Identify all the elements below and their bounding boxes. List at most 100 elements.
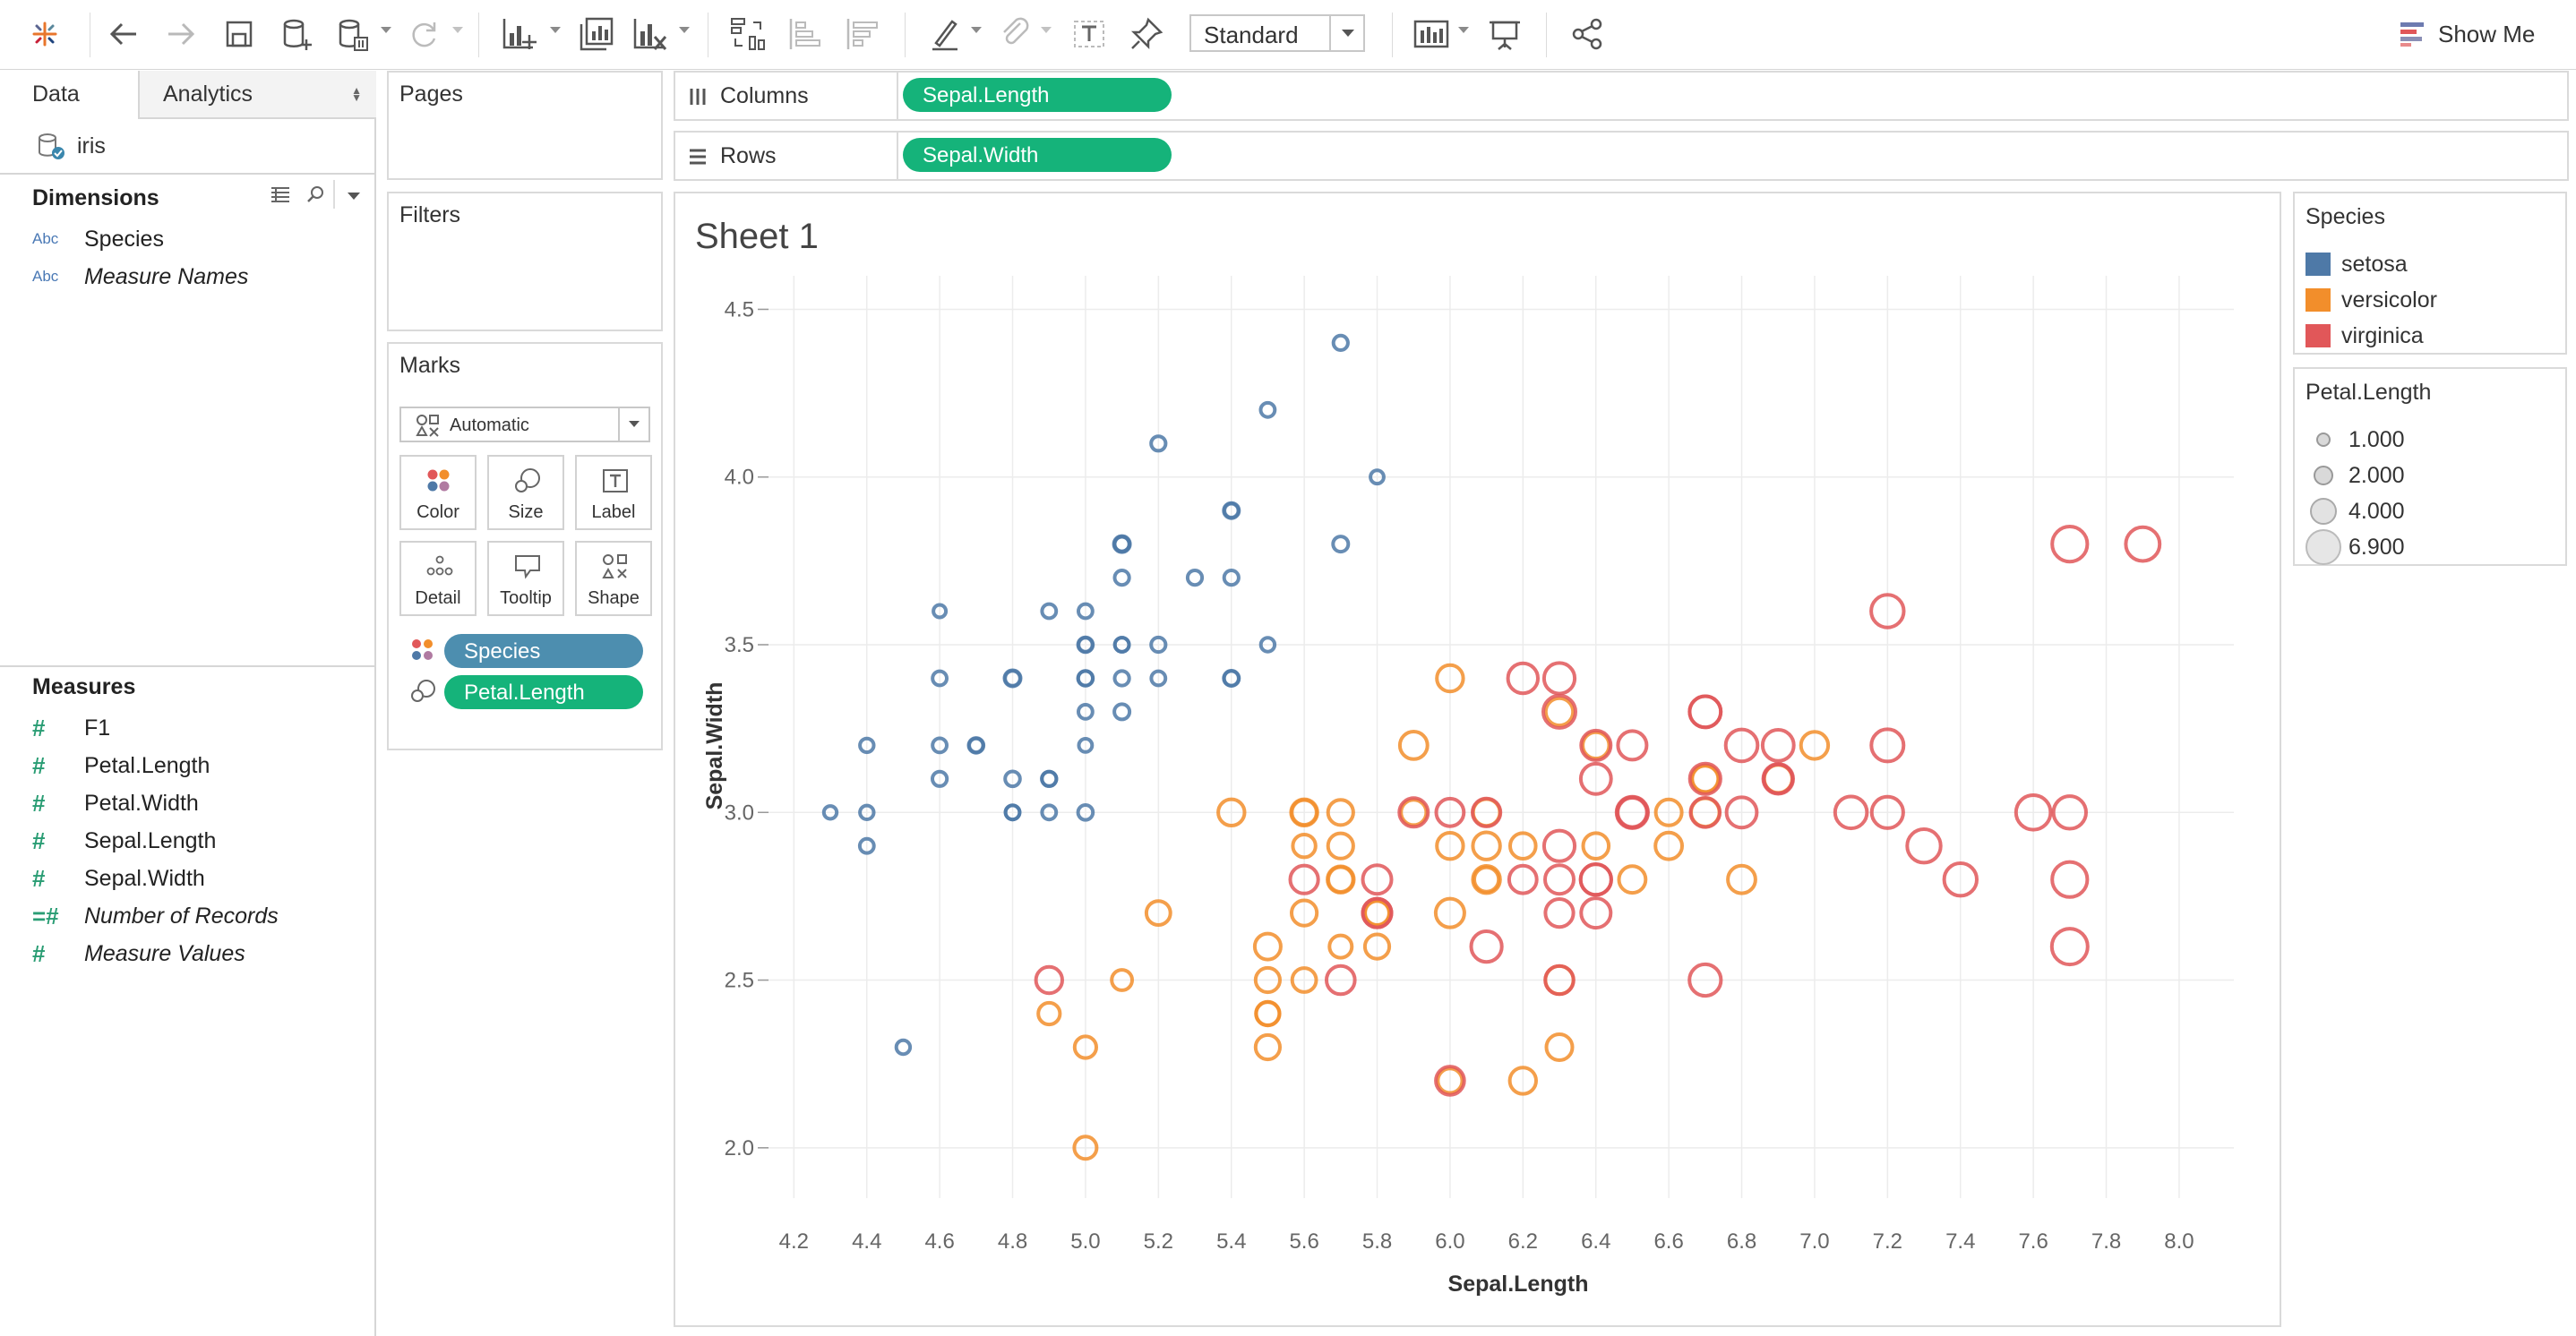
data-point-virginica[interactable] xyxy=(2050,525,2090,564)
data-point-setosa[interactable] xyxy=(1258,400,1277,419)
highlight-icon[interactable] xyxy=(923,13,967,56)
data-point-virginica[interactable] xyxy=(1579,728,1613,762)
field-species[interactable]: Abc Species xyxy=(32,223,164,255)
sort-ascending-icon[interactable] xyxy=(783,13,829,56)
data-point-setosa[interactable] xyxy=(821,804,839,821)
data-point-virginica[interactable] xyxy=(1760,728,1796,763)
data-point-virginica[interactable] xyxy=(1687,962,1723,998)
data-point-versicolor[interactable] xyxy=(1253,1032,1283,1062)
clear-sheet-icon[interactable] xyxy=(627,13,674,56)
data-point-versicolor[interactable] xyxy=(1216,797,1247,827)
chevron-down-icon[interactable] xyxy=(348,193,360,200)
data-point-virginica[interactable] xyxy=(1361,863,1394,896)
data-point-virginica[interactable] xyxy=(1869,794,1905,830)
data-point-versicolor[interactable] xyxy=(1435,831,1465,861)
refresh-dropdown-icon[interactable] xyxy=(452,27,463,33)
data-point-setosa[interactable] xyxy=(931,736,949,755)
data-point-setosa[interactable] xyxy=(966,736,986,755)
fix-axes-icon[interactable] xyxy=(1123,13,1170,56)
data-point-versicolor[interactable] xyxy=(1291,833,1318,860)
data-point-versicolor[interactable] xyxy=(1617,864,1648,895)
pause-updates-icon[interactable] xyxy=(330,13,374,56)
field-f1[interactable]: # F1 xyxy=(32,712,110,744)
data-point-versicolor[interactable] xyxy=(1799,730,1831,761)
data-point-virginica[interactable] xyxy=(1397,796,1430,829)
data-point-versicolor[interactable] xyxy=(1252,931,1283,962)
data-point-virginica[interactable] xyxy=(1869,593,1906,629)
size-button[interactable]: Size xyxy=(487,455,564,530)
data-point-virginica[interactable] xyxy=(1687,761,1722,796)
data-point-versicolor[interactable] xyxy=(1544,1032,1575,1062)
data-point-setosa[interactable] xyxy=(1040,602,1059,621)
save-icon[interactable] xyxy=(217,13,262,56)
new-sheet-dropdown-icon[interactable] xyxy=(550,27,561,33)
data-point-virginica[interactable] xyxy=(1543,963,1576,997)
data-point-setosa[interactable] xyxy=(857,836,876,855)
data-point-versicolor[interactable] xyxy=(1653,830,1684,861)
data-point-virginica[interactable] xyxy=(2014,793,2053,832)
data-point-versicolor[interactable] xyxy=(1327,933,1354,960)
data-point-setosa[interactable] xyxy=(931,769,949,788)
data-point-setosa[interactable] xyxy=(1222,569,1241,587)
field-number-of-records[interactable]: =# Number of Records xyxy=(32,900,279,932)
data-point-versicolor[interactable] xyxy=(1543,696,1576,728)
data-point-setosa[interactable] xyxy=(1077,737,1095,754)
data-point-virginica[interactable] xyxy=(1616,729,1649,762)
legend-item-virginica[interactable]: virginica xyxy=(2306,321,2424,351)
data-point-setosa[interactable] xyxy=(1149,635,1168,655)
data-point-virginica[interactable] xyxy=(1616,796,1649,829)
data-point-setosa[interactable] xyxy=(858,736,876,755)
shape-button[interactable]: Shape xyxy=(575,541,652,616)
data-point-virginica[interactable] xyxy=(1507,863,1539,895)
data-point-virginica[interactable] xyxy=(1541,828,1577,863)
data-point-setosa[interactable] xyxy=(1331,333,1350,352)
datasource-item[interactable]: iris xyxy=(36,130,106,162)
data-point-setosa[interactable] xyxy=(932,603,949,620)
data-point-virginica[interactable] xyxy=(1469,929,1504,964)
species-color-pill[interactable]: Species xyxy=(444,634,643,668)
data-point-versicolor[interactable] xyxy=(1471,864,1502,895)
data-point-setosa[interactable] xyxy=(1222,669,1241,688)
color-button[interactable]: Color xyxy=(399,455,477,530)
tableau-logo-icon[interactable] xyxy=(23,13,66,56)
rows-shelf[interactable]: Rows Sepal.Width xyxy=(674,131,2569,181)
data-point-setosa[interactable] xyxy=(1112,702,1132,722)
data-point-virginica[interactable] xyxy=(1434,796,1466,828)
show-cards-dropdown-icon[interactable] xyxy=(1458,27,1469,33)
data-point-virginica[interactable] xyxy=(1724,795,1759,830)
data-point-versicolor[interactable] xyxy=(1110,968,1135,992)
data-point-setosa[interactable] xyxy=(894,1038,913,1057)
data-point-setosa[interactable] xyxy=(858,803,876,821)
sepal-width-row-pill[interactable]: Sepal.Width xyxy=(903,138,1172,172)
data-point-setosa[interactable] xyxy=(1223,501,1241,519)
data-point-versicolor[interactable] xyxy=(1581,831,1611,861)
view-data-icon[interactable] xyxy=(269,184,292,211)
field-sepal-width[interactable]: # Sepal.Width xyxy=(32,862,205,895)
group-icon[interactable] xyxy=(992,13,1037,56)
data-point-setosa[interactable] xyxy=(931,669,949,688)
data-point-setosa[interactable] xyxy=(1077,703,1095,721)
duplicate-sheet-icon[interactable] xyxy=(573,13,620,56)
chevron-down-icon[interactable] xyxy=(618,408,648,441)
data-point-setosa[interactable] xyxy=(1077,602,1095,621)
labels-icon[interactable] xyxy=(1066,13,1112,56)
data-point-versicolor[interactable] xyxy=(1326,798,1355,827)
data-point-setosa[interactable] xyxy=(1185,569,1205,587)
data-point-virginica[interactable] xyxy=(2049,927,2090,967)
swap-icon[interactable] xyxy=(724,13,770,56)
petal-length-size-pill[interactable]: Petal.Length xyxy=(444,675,643,709)
data-point-versicolor[interactable] xyxy=(1254,1000,1282,1027)
new-datasource-icon[interactable] xyxy=(274,13,319,56)
redo-icon[interactable] xyxy=(158,13,204,56)
data-point-virginica[interactable] xyxy=(1833,794,1869,831)
size-legend-item[interactable]: 6.900 xyxy=(2306,529,2405,565)
data-point-virginica[interactable] xyxy=(1034,964,1064,996)
field-sepal-length[interactable]: # Sepal.Length xyxy=(32,825,216,857)
data-point-versicolor[interactable] xyxy=(1433,896,1466,929)
data-point-versicolor[interactable] xyxy=(1653,797,1684,827)
data-point-virginica[interactable] xyxy=(2051,794,2089,831)
data-point-versicolor[interactable] xyxy=(1290,798,1318,827)
legend-item-setosa[interactable]: setosa xyxy=(2306,249,2408,279)
size-legend-item[interactable]: 4.000 xyxy=(2306,496,2405,527)
data-point-virginica[interactable] xyxy=(1687,694,1723,730)
